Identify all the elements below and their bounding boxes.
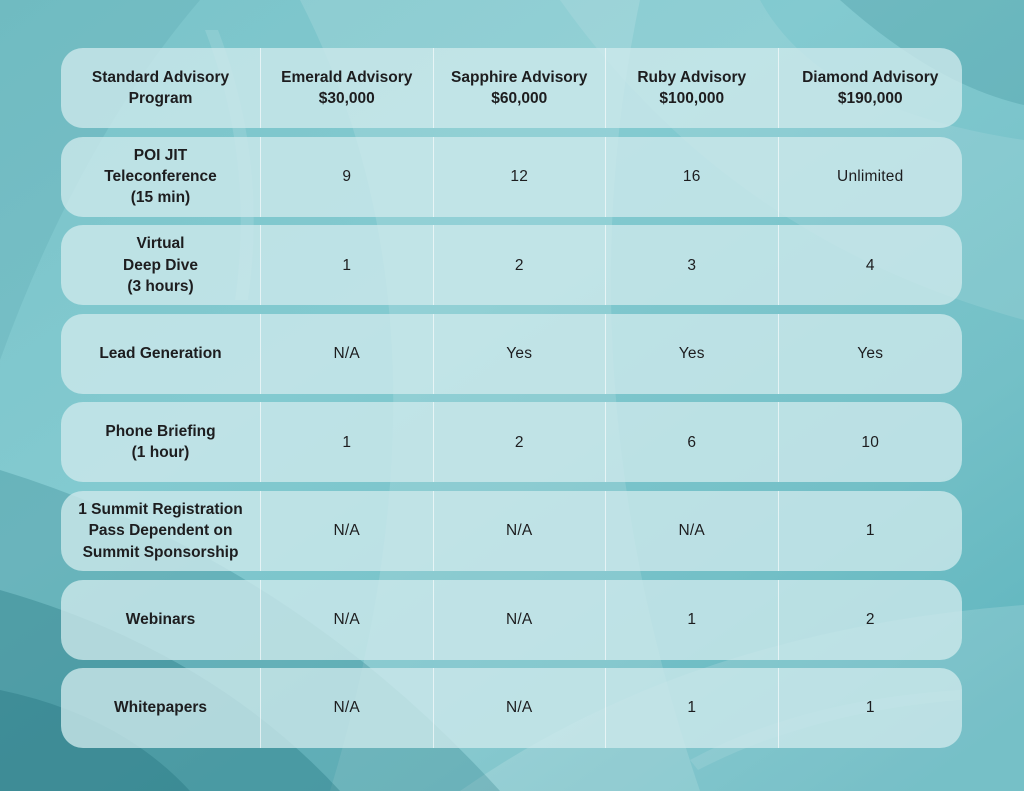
row-label: Whitepapers: [113, 699, 207, 717]
cell-value: 6: [605, 402, 778, 483]
cell-value: 1: [260, 225, 433, 306]
row-label: POI JIT Teleconference (15 min): [104, 146, 217, 207]
cell-value: Yes: [432, 313, 606, 394]
cell-value: N/A: [260, 313, 433, 394]
table-row-virtual-deep-dive: Virtual Deep Dive (3 hours) 1 2 3 4: [61, 225, 963, 306]
table-row-phone-briefing: Phone Briefing (1 hour) 1 2 6 10: [61, 402, 963, 483]
row-label: Phone Briefing (1 hour): [105, 423, 216, 462]
table-row-whitepapers: Whitepapers N/A N/A 1 1: [61, 668, 963, 749]
header-cell-ruby: Ruby Advisory $100,000: [605, 48, 778, 128]
header-price: $190,000: [837, 90, 903, 107]
cell-value: 2: [432, 225, 606, 306]
header-price: $30,000: [318, 90, 375, 107]
table-row-summit-registration-pass: 1 Summit Registration Pass Dependent on …: [61, 490, 963, 571]
cell-value: Yes: [777, 313, 963, 394]
cell-value: 2: [777, 579, 963, 660]
cell-value: 1: [605, 668, 778, 749]
cell-value: 1: [605, 579, 778, 660]
cell-value: 1: [777, 490, 963, 571]
header-cell-emerald: Emerald Advisory $30,000: [260, 48, 433, 128]
cell-value: N/A: [260, 490, 433, 571]
row-label: Virtual Deep Dive (3 hours): [123, 235, 198, 295]
header-title: Emerald Advisory: [281, 68, 413, 86]
cell-value: N/A: [260, 668, 433, 749]
cell-value: N/A: [432, 490, 606, 571]
table-row-poi-jit-teleconference: POI JIT Teleconference (15 min) 9 12 16 …: [61, 136, 963, 217]
cell-value: Unlimited: [777, 136, 963, 217]
row-label: Lead Generation: [99, 345, 222, 363]
header-title: Ruby Advisory: [637, 68, 747, 86]
cell-value: 1: [777, 668, 963, 749]
header-cell-standard-program: Standard Advisory Program: [61, 48, 260, 128]
header-price: $60,000: [491, 90, 548, 107]
header-title: Sapphire Advisory: [451, 68, 588, 86]
header-cell-diamond: Diamond Advisory $190,000: [777, 48, 963, 128]
cell-value: 4: [777, 225, 963, 306]
row-label: Webinars: [125, 610, 196, 628]
cell-value: 9: [260, 136, 433, 217]
cell-value: N/A: [260, 579, 433, 660]
cell-value: 1: [260, 402, 433, 483]
cell-value: 3: [605, 225, 778, 306]
cell-value: 2: [432, 402, 606, 483]
cell-value: Yes: [605, 313, 778, 394]
cell-value: N/A: [432, 579, 606, 660]
table-row-lead-generation: Lead Generation N/A Yes Yes Yes: [61, 313, 963, 394]
table-row-webinars: Webinars N/A N/A 1 2: [61, 579, 963, 660]
advisory-pricing-table: Standard Advisory Program Emerald Adviso…: [61, 48, 963, 749]
row-label: 1 Summit Registration Pass Dependent on …: [78, 500, 243, 561]
header-price: $100,000: [659, 90, 725, 107]
cell-value: 12: [432, 136, 606, 217]
cell-value: 16: [605, 136, 778, 217]
header-cell-sapphire: Sapphire Advisory $60,000: [432, 48, 606, 128]
cell-value: N/A: [432, 668, 606, 749]
header-subtitle: Program: [128, 90, 193, 107]
cell-value: N/A: [605, 490, 778, 571]
cell-value: 10: [777, 402, 963, 483]
header-title: Diamond Advisory: [802, 68, 939, 86]
table-header-row: Standard Advisory Program Emerald Adviso…: [61, 48, 962, 128]
header-title: Standard Advisory: [91, 68, 230, 86]
